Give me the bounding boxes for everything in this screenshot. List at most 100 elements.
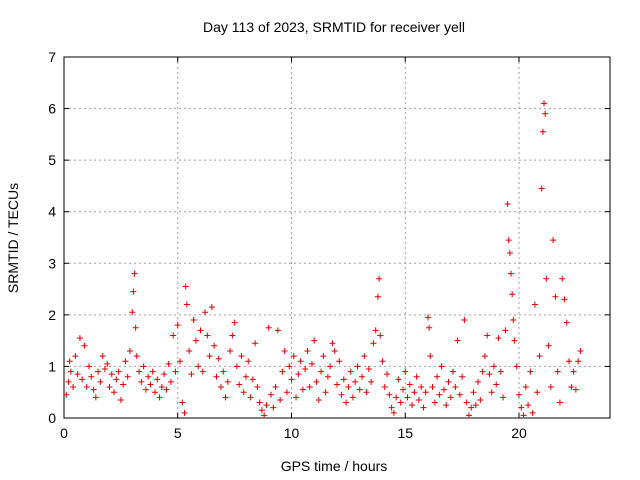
data-point (409, 402, 416, 409)
data-point (420, 404, 427, 411)
data-point (302, 366, 309, 373)
y-tick-label: 1 (48, 358, 56, 374)
x-tick-label: 20 (511, 425, 527, 441)
data-point (377, 332, 384, 339)
data-point (124, 373, 131, 380)
data-point (370, 340, 377, 347)
data-point (202, 309, 209, 316)
data-point (208, 304, 215, 311)
data-point (550, 237, 557, 244)
data-point (217, 384, 224, 391)
data-point (461, 317, 468, 324)
data-point (440, 386, 447, 393)
data-point (115, 368, 122, 375)
data-point (174, 322, 181, 329)
y-tick-label: 3 (48, 255, 56, 271)
data-point (406, 381, 413, 388)
data-point (297, 358, 304, 365)
data-point (304, 347, 311, 354)
data-point (345, 384, 352, 391)
data-point (436, 391, 443, 398)
data-point (274, 327, 281, 334)
data-point (283, 389, 290, 396)
data-point (493, 381, 500, 388)
data-point (106, 384, 113, 391)
data-point (359, 373, 366, 380)
data-point (315, 396, 322, 403)
data-point (545, 342, 552, 349)
data-point (281, 347, 288, 354)
data-point (243, 373, 249, 380)
data-point (308, 360, 315, 367)
data-point (158, 384, 165, 391)
data-point (415, 396, 422, 403)
data-point (543, 275, 550, 282)
data-point (556, 399, 563, 406)
data-point (186, 347, 193, 354)
data-point (561, 296, 568, 303)
data-point (142, 386, 149, 393)
data-point (552, 293, 559, 300)
data-point (445, 378, 452, 385)
data-point (236, 381, 243, 388)
data-point (111, 389, 118, 396)
data-point (334, 381, 340, 388)
data-point (90, 386, 97, 393)
data-point (522, 384, 529, 391)
data-point (254, 384, 261, 391)
data-point (224, 378, 231, 385)
data-point (126, 347, 133, 354)
data-point (136, 368, 143, 375)
data-point (520, 412, 527, 419)
data-point (425, 314, 431, 321)
data-point (81, 342, 88, 349)
data-point (534, 389, 541, 396)
data-point (95, 368, 102, 375)
data-point (554, 368, 561, 375)
data-point (229, 332, 236, 339)
data-point (72, 353, 79, 360)
data-point (177, 358, 184, 365)
data-point (390, 409, 397, 416)
data-point (418, 384, 425, 391)
data-point (363, 389, 370, 396)
data-point (331, 347, 338, 354)
data-point (386, 391, 393, 398)
data-point (199, 368, 206, 375)
data-point (509, 291, 516, 298)
data-point (426, 324, 433, 331)
data-point (481, 353, 488, 360)
data-point (165, 360, 172, 367)
data-point (318, 368, 325, 375)
data-point (99, 353, 106, 360)
data-point (67, 368, 74, 375)
data-point (167, 378, 174, 385)
data-point (354, 363, 361, 370)
data-point (463, 399, 470, 406)
data-point (322, 389, 329, 396)
data-point (220, 368, 227, 375)
data-point (525, 402, 532, 409)
y-tick-label: 7 (48, 49, 56, 65)
data-point (488, 389, 495, 396)
data-point (156, 394, 163, 401)
data-point (197, 327, 204, 334)
data-point (268, 391, 275, 398)
data-point (352, 378, 359, 385)
data-point (261, 412, 268, 419)
data-point (452, 384, 459, 391)
data-point (181, 409, 188, 416)
data-point (506, 249, 513, 256)
data-point (568, 384, 575, 391)
data-point (130, 288, 137, 295)
y-tick-label: 5 (48, 152, 56, 168)
data-point (538, 185, 545, 192)
data-point (479, 368, 486, 375)
data-point (240, 389, 247, 396)
data-point (475, 378, 482, 385)
data-point (101, 366, 108, 373)
data-point (438, 363, 445, 370)
data-point (368, 378, 375, 385)
data-point (404, 394, 411, 401)
